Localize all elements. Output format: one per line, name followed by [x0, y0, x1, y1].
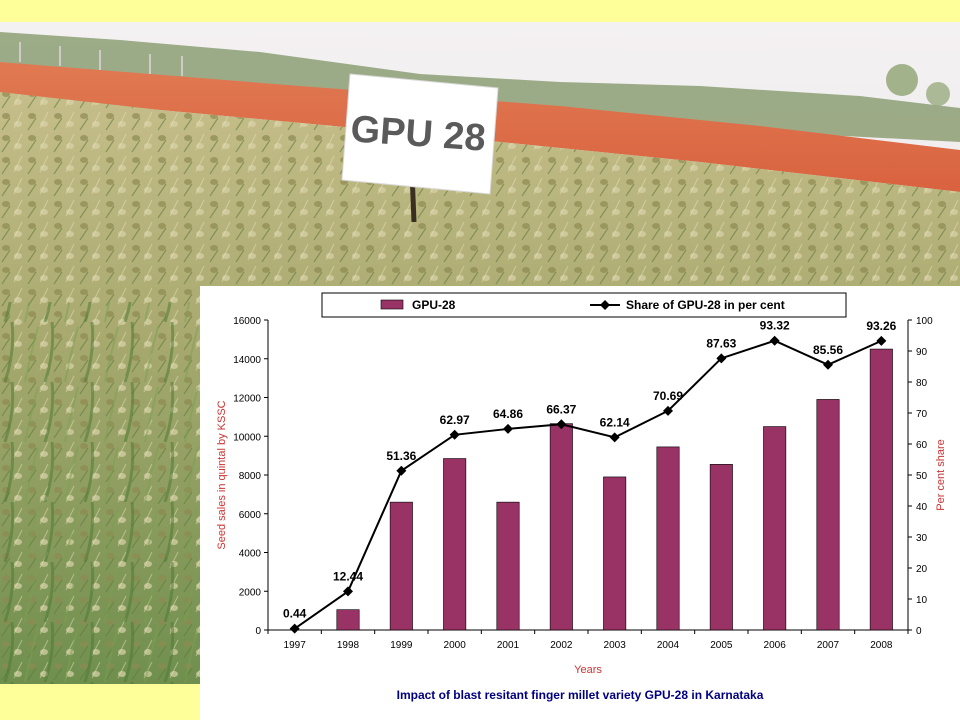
- share-marker-2006: [769, 335, 780, 346]
- left-tick-label: 2000: [239, 587, 262, 598]
- share-data-label: 87.63: [706, 336, 736, 350]
- line-series: 0.44 12.44 51.36 62.97 64.86 66.37 62.14 70.69 8…: [283, 319, 897, 634]
- share-line: [294, 339, 882, 630]
- chart-caption: Impact of blast resitant finger millet v…: [396, 688, 764, 702]
- share-data-label: 62.14: [600, 415, 630, 429]
- share-marker-1997: [289, 623, 300, 634]
- bar-2007: [816, 399, 840, 631]
- legend-bar-swatch: [380, 299, 404, 310]
- share-data-label: 93.32: [760, 319, 790, 333]
- bar-2008: [869, 348, 893, 631]
- sign-text: GPU 28: [349, 108, 487, 159]
- bar-2000: [443, 458, 467, 631]
- x-tick-label: 2007: [817, 640, 840, 651]
- share-marker-2003: [609, 432, 620, 443]
- left-axis-ticks: 0 2000 4000 6000 8000 10000 12000 14000 16000: [233, 316, 268, 637]
- x-tick-label: 1998: [337, 640, 360, 651]
- x-tick-label: 2002: [550, 640, 573, 651]
- bar-2001: [496, 501, 520, 631]
- share-marker-2007: [823, 359, 833, 370]
- left-tick-label: 8000: [239, 471, 262, 482]
- share-marker-1998: [343, 586, 353, 597]
- x-tick-label: 2004: [657, 640, 680, 651]
- share-data-label: 85.56: [813, 343, 843, 357]
- right-tick-label: 30: [916, 533, 928, 544]
- legend-line-label: Share of GPU-28 in per cent: [626, 298, 785, 312]
- right-tick-label: 90: [916, 347, 928, 358]
- x-tick-label: 2001: [497, 640, 520, 651]
- x-tick-label: 2006: [764, 640, 787, 651]
- share-data-label: 66.37: [546, 402, 576, 416]
- share-data-label: 51.36: [386, 449, 416, 463]
- bar-series: [336, 348, 893, 631]
- chart-panel: GPU-28 Share of GPU-28 in per cent 0 2000…: [200, 286, 960, 720]
- bar-2002: [549, 423, 573, 631]
- right-tick-label: 10: [916, 595, 928, 606]
- gpu28-sign: GPU 28: [341, 73, 499, 195]
- left-tick-label: 4000: [239, 549, 262, 560]
- right-tick-label: 50: [916, 471, 928, 482]
- share-marker-2008: [876, 335, 887, 346]
- share-marker-2001: [503, 423, 513, 434]
- share-data-label: 70.69: [653, 389, 683, 403]
- combo-chart: GPU-28 Share of GPU-28 in per cent 02000…: [216, 292, 947, 676]
- right-tick-label: 80: [916, 378, 928, 389]
- right-axis-ticks: 0 10 20 30 40 50 60 70 80 90 100: [908, 316, 933, 637]
- left-tick-label: 12000: [233, 394, 261, 405]
- share-data-label: 93.26: [866, 319, 896, 333]
- right-tick-label: 0: [916, 626, 922, 637]
- bar-2005: [709, 464, 733, 631]
- x-tick-label: 2000: [444, 640, 467, 651]
- bar-1999: [389, 501, 413, 631]
- left-tick-label: 14000: [233, 355, 261, 366]
- y-axis-right-title: Per cent share: [935, 439, 947, 511]
- share-marker-2000: [449, 429, 460, 440]
- x-axis-ticks: 1997 1998 1999 2000 2001 2002 2003 2004 2005 2006…: [267, 630, 909, 651]
- right-tick-label: 60: [916, 440, 928, 451]
- share-marker-2002: [556, 419, 567, 430]
- legend-bar-label: GPU-28: [412, 298, 456, 312]
- share-marker-2004: [663, 405, 673, 416]
- x-tick-label: 2003: [604, 640, 627, 651]
- right-tick-label: 70: [916, 409, 928, 420]
- bar-2006: [763, 426, 787, 631]
- share-data-label: 0.44: [283, 607, 307, 621]
- left-tick-label: 0: [255, 626, 261, 637]
- x-tick-label: 2005: [710, 640, 733, 651]
- legend-box: [321, 292, 847, 318]
- x-axis-title: Years: [574, 664, 602, 676]
- left-tick-label: 6000: [239, 510, 262, 521]
- x-tick-label: 1999: [390, 640, 413, 651]
- bar-2003: [603, 476, 627, 631]
- left-tick-label: 10000: [233, 432, 261, 443]
- legend: GPU-28 Share of GPU-28 in per cent: [321, 292, 847, 318]
- left-tick-label: 16000: [233, 316, 261, 327]
- share-marker-1999: [396, 465, 407, 476]
- x-tick-label: 1997: [284, 640, 307, 651]
- share-data-label: 62.97: [440, 413, 470, 427]
- y-axis-left-title: Seed sales in quintal by KSSC: [216, 400, 228, 549]
- right-tick-label: 40: [916, 502, 928, 513]
- x-tick-label: 2008: [870, 640, 893, 651]
- right-tick-label: 20: [916, 564, 928, 575]
- share-data-label: 12.44: [333, 569, 363, 583]
- share-marker-2005: [716, 353, 727, 364]
- legend-line-marker: [600, 300, 610, 310]
- right-tick-label: 100: [916, 316, 933, 327]
- share-data-label: 64.86: [493, 407, 523, 421]
- bar-1998: [336, 609, 360, 631]
- bar-2004: [656, 446, 680, 631]
